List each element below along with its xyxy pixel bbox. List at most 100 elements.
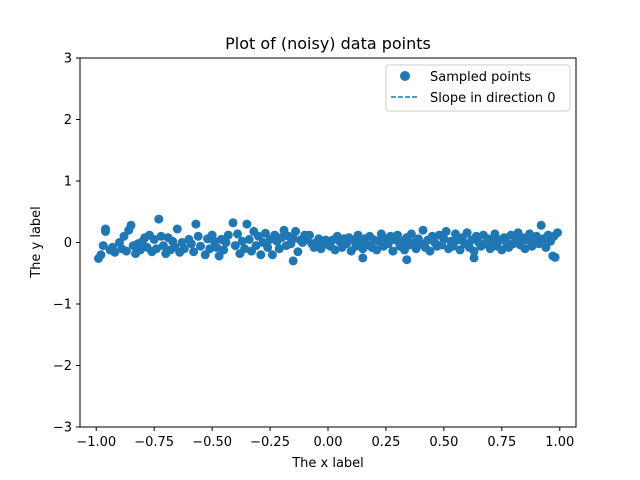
data-point — [179, 244, 189, 254]
data-point — [186, 239, 196, 249]
y-tick-label: 0 — [64, 236, 72, 251]
data-point — [520, 244, 530, 254]
data-point — [279, 225, 289, 235]
data-point — [260, 228, 270, 238]
y-tick-label: 3 — [64, 52, 72, 67]
data-point — [172, 224, 182, 234]
data-point — [448, 241, 458, 251]
data-point — [205, 244, 215, 254]
data-point — [119, 231, 129, 241]
data-point — [267, 250, 277, 260]
data-point — [536, 220, 546, 230]
data-point — [525, 229, 535, 239]
y-tick-label: −3 — [53, 421, 72, 436]
data-point — [550, 252, 560, 262]
data-point — [214, 251, 224, 261]
data-point — [305, 230, 314, 240]
data-point — [358, 253, 368, 263]
y-tick-label: 1 — [64, 175, 72, 190]
y-axis-label: The y label — [29, 206, 44, 279]
data-point — [98, 241, 108, 251]
data-point — [154, 214, 164, 224]
data-point — [439, 234, 449, 244]
legend: Sampled points Slope in direction 0 — [385, 64, 571, 112]
data-point — [532, 231, 542, 241]
data-point — [254, 231, 263, 241]
data-point — [240, 244, 250, 254]
data-point — [383, 239, 393, 249]
data-point — [193, 231, 203, 241]
data-point — [191, 219, 201, 229]
data-point — [441, 226, 451, 236]
data-point — [96, 250, 106, 260]
x-axis-label: The x label — [291, 456, 364, 471]
data-point — [149, 234, 159, 244]
data-point — [553, 228, 562, 238]
x-tick-label: −0.75 — [134, 435, 174, 450]
data-point — [388, 246, 398, 256]
x-tick-label: −1.00 — [76, 435, 116, 450]
axes-frame — [79, 57, 577, 428]
data-point — [223, 230, 233, 240]
data-point — [200, 250, 210, 260]
data-point — [291, 226, 301, 236]
data-point — [293, 247, 303, 257]
data-point — [256, 250, 266, 260]
data-point — [121, 246, 131, 256]
data-point — [221, 238, 231, 247]
data-point — [541, 242, 551, 252]
data-point — [244, 234, 254, 244]
y-tick-label: 2 — [64, 113, 72, 128]
data-point — [212, 242, 222, 252]
data-point — [330, 245, 340, 255]
legend-label-slope: Slope in direction 0 — [430, 91, 556, 106]
data-point — [251, 241, 261, 251]
y-tick-label: −2 — [53, 359, 72, 374]
data-point — [353, 230, 363, 240]
data-point — [237, 236, 247, 246]
x-tick-label: −0.25 — [250, 435, 290, 450]
data-point — [314, 234, 324, 244]
data-point — [288, 234, 298, 244]
data-point — [263, 242, 273, 252]
data-point — [469, 253, 479, 263]
data-point — [110, 247, 120, 257]
data-point — [101, 224, 110, 234]
data-point — [490, 229, 500, 239]
data-point — [242, 219, 252, 229]
x-tick-label: −0.50 — [192, 435, 232, 450]
scatter-series — [94, 214, 562, 266]
legend-label-sampled-points: Sampled points — [430, 70, 531, 85]
x-tick-label: 0.75 — [487, 435, 516, 450]
legend-box — [385, 64, 571, 112]
data-point — [126, 220, 136, 230]
data-point — [469, 246, 479, 256]
axis-ticks: −1.00 −0.75 −0.50 −0.25 0.00 0.25 0.50 0.75 1.00… — [53, 52, 574, 451]
data-point — [228, 218, 238, 228]
data-point — [274, 244, 284, 254]
data-point — [497, 245, 507, 255]
x-tick-label: 0.00 — [314, 435, 343, 450]
data-point — [196, 241, 205, 251]
chart-title: Plot of (noisy) data points — [225, 34, 431, 53]
data-point — [219, 245, 229, 255]
y-tick-label: −1 — [53, 298, 72, 313]
data-point — [156, 231, 166, 241]
data-point — [406, 229, 416, 239]
data-point — [158, 241, 168, 251]
data-point — [485, 244, 495, 254]
data-point — [393, 230, 402, 240]
data-point — [288, 256, 298, 266]
data-point — [425, 246, 435, 256]
x-tick-label: 0.25 — [371, 435, 400, 450]
legend-marker-sampled-points — [400, 71, 410, 81]
data-point — [372, 245, 382, 255]
data-point — [402, 255, 412, 265]
data-point — [418, 225, 428, 235]
data-point — [233, 229, 243, 239]
x-tick-label: 0.50 — [429, 435, 458, 450]
data-point — [135, 245, 145, 255]
data-point — [230, 241, 240, 251]
x-tick-label: 1.00 — [545, 435, 574, 450]
